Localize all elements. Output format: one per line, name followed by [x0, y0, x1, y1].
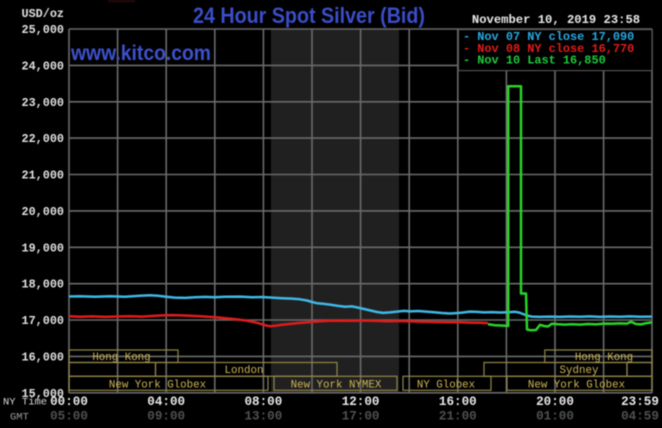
svg-text:17,000: 17,000 [22, 314, 64, 328]
svg-text:16:00: 16:00 [439, 395, 477, 409]
svg-text:12:00: 12:00 [342, 395, 380, 409]
svg-text:London: London [225, 365, 264, 377]
svg-text:09:00: 09:00 [147, 410, 185, 424]
svg-text:New York Globex: New York Globex [109, 380, 206, 392]
svg-text:24 Hour Spot Silver (Bid): 24 Hour Spot Silver (Bid) [193, 3, 425, 28]
svg-text:Hong Kong: Hong Kong [92, 352, 150, 364]
svg-text:05:00: 05:00 [50, 410, 88, 424]
svg-text:04:59: 04:59 [621, 410, 659, 424]
svg-text:- Nov 07 NY close 17,090: - Nov 07 NY close 17,090 [463, 30, 634, 44]
svg-text:20:00: 20:00 [536, 395, 574, 409]
svg-text:Hong Kong: Hong Kong [575, 352, 633, 364]
svg-text:20,000: 20,000 [22, 205, 64, 219]
svg-text:13:00: 13:00 [245, 410, 283, 424]
svg-text:22,000: 22,000 [22, 132, 64, 146]
svg-text:21,000: 21,000 [22, 169, 64, 183]
svg-text:NY Time: NY Time [3, 397, 47, 409]
svg-text:17:00: 17:00 [342, 410, 380, 424]
svg-text:New York NYMEX: New York NYMEX [291, 380, 382, 392]
svg-text:23,000: 23,000 [22, 96, 64, 110]
svg-text:00:00: 00:00 [50, 395, 88, 409]
svg-text:15,000: 15,000 [22, 387, 64, 401]
svg-text:08:00: 08:00 [245, 395, 283, 409]
svg-text:18,000: 18,000 [22, 278, 64, 292]
svg-text:25,000: 25,000 [22, 23, 64, 37]
svg-text:New York Globex: New York Globex [528, 380, 625, 392]
svg-text:23:59: 23:59 [621, 395, 659, 409]
svg-text:GMT: GMT [10, 412, 29, 424]
svg-text:USD/oz: USD/oz [22, 7, 64, 21]
svg-text:01:00: 01:00 [536, 410, 574, 424]
svg-text:NY Globex: NY Globex [417, 380, 475, 392]
svg-text:04:00: 04:00 [147, 395, 185, 409]
svg-text:November 10, 2019 23:58: November 10, 2019 23:58 [472, 13, 640, 27]
svg-text:www.kitco.com: www.kitco.com [70, 42, 211, 65]
svg-text:- Nov 10 Last 16,850: - Nov 10 Last 16,850 [463, 54, 606, 68]
svg-text:24,000: 24,000 [22, 59, 64, 73]
svg-text:16,000: 16,000 [22, 350, 64, 364]
svg-text:21:00: 21:00 [439, 410, 477, 424]
svg-text:19,000: 19,000 [22, 241, 64, 255]
svg-text:Sydney: Sydney [560, 365, 599, 377]
svg-text:- Nov 08 NY close 16,770: - Nov 08 NY close 16,770 [463, 42, 634, 56]
